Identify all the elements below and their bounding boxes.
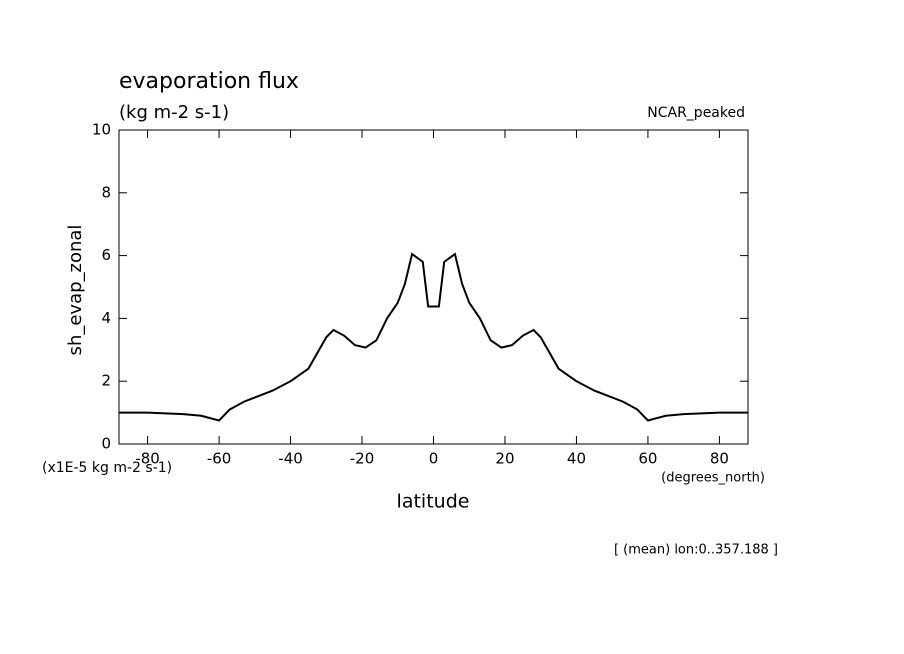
x-tick-label: 0 [429,450,439,468]
chart-title: evaporation flux [119,69,299,94]
chart-subtitle: (kg m-2 s-1) [119,102,229,123]
x-axis-units: (degrees_north) [661,471,765,486]
x-tick-label: 20 [495,450,514,468]
plot-frame [118,129,749,445]
x-tick-label: 80 [710,450,729,468]
y-axis-units: (x1E-5 kg m-2 s-1) [42,460,172,476]
y-axis-label: sh_evap_zonal [65,225,86,356]
y-tick-label: 4 [101,309,111,327]
dataset-label: NCAR_peaked [647,105,745,121]
y-tick-label: 2 [101,372,111,390]
y-tick-label: 8 [101,183,111,201]
x-tick-label: -80 [135,450,160,468]
y-tick-label: 6 [101,246,111,264]
x-tick-label: 40 [567,450,586,468]
x-tick-label: -60 [207,450,232,468]
x-axis-label: latitude [397,491,470,513]
y-tick-label: 0 [101,435,111,453]
x-tick-label: 60 [638,450,657,468]
x-tick-label: -20 [350,450,375,468]
data-line [119,252,748,422]
footer-note: [ (mean) lon:0..357.188 ] [614,543,778,558]
x-tick-label: -40 [278,450,303,468]
y-tick-label: 10 [92,121,111,139]
